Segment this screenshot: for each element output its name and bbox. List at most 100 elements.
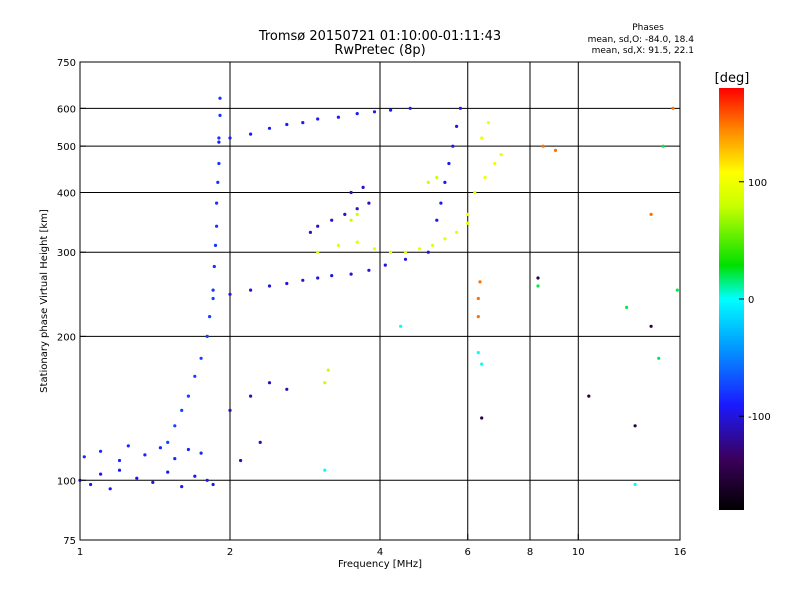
data-point [478,280,482,284]
stats-heading: Phases [632,23,664,33]
x-tick-label: 2 [227,547,233,558]
data-point [193,374,197,378]
data-point [451,144,455,148]
data-point [316,276,320,280]
data-point [99,449,103,453]
data-point [82,455,86,459]
data-point [383,263,387,267]
data-point [193,474,197,478]
data-point [499,153,503,157]
data-point [208,315,212,319]
data-point [285,387,289,391]
data-point [258,440,262,444]
data-point [249,394,253,398]
data-point [323,381,327,385]
data-point [480,362,484,366]
data-point [199,451,203,455]
data-point [455,124,459,128]
data-point [89,482,93,487]
data-point [316,250,320,254]
data-point [493,161,497,166]
data-point [326,368,330,372]
data-point [217,140,221,144]
data-point [180,408,184,412]
data-point [455,230,459,234]
x-tick-label: 16 [674,547,687,558]
data-point [216,180,220,184]
y-tick-label: 500 [57,142,76,153]
colorbar-tick-label: -100 [748,412,771,423]
data-point [480,136,484,140]
data-point [633,424,637,428]
y-tick-label: 750 [57,58,76,69]
data-point [211,482,215,487]
y-tick-label: 200 [57,332,76,343]
data-point [316,117,320,121]
data-point [249,132,253,136]
data-point [536,276,540,280]
data-point [308,230,312,234]
y-tick-label: 600 [57,104,76,115]
data-point [218,113,222,117]
data-point [173,457,177,461]
y-tick-label: 75 [63,536,76,547]
data-point [372,247,377,251]
data-point [536,284,540,288]
colorbar-ticks: 100 0 -100 [739,178,771,423]
gridlines [80,62,680,540]
data-point [466,221,470,225]
data-point [389,108,393,112]
stats-x-line: mean, sd,X: 91.5, 22.1 [592,46,694,56]
y-tick-label: 300 [57,248,76,259]
data-point [483,175,487,180]
data-point [458,106,462,110]
data-point [426,250,430,254]
data-point [323,468,327,472]
data-point [205,334,209,338]
data-point [403,250,408,254]
data-point [486,121,490,125]
data-point [117,468,122,472]
data-point [367,201,371,205]
data-point [267,284,272,288]
data-point [649,324,653,328]
chart-title: Tromsø 20150721 01:10:00-01:11:43 [258,29,501,44]
data-point [217,136,221,140]
data-point [476,315,480,319]
data-point [633,482,637,487]
plot-frame [79,61,681,541]
data-point [349,190,353,195]
data-point [349,272,353,276]
x-tick-label: 8 [527,547,533,558]
data-point [166,440,170,444]
data-point [553,148,558,152]
data-point [215,224,219,228]
data-point [367,268,371,272]
y-axis-label: Stationary phase Virtual Height [km] [39,209,50,393]
data-point [480,416,484,420]
data-point [249,288,253,292]
data-point [330,274,334,278]
data-point [361,185,365,189]
colorbar-label: [deg] [715,71,750,86]
data-point [180,485,184,489]
data-point [301,278,305,282]
x-tick-label: 10 [572,547,585,558]
y-tick-label: 100 [57,476,76,487]
x-axis-label: Frequency [MHz] [338,559,422,570]
data-point [476,351,480,355]
x-tick-label: 1 [77,547,83,558]
data-point [408,106,412,110]
data-point [336,115,340,119]
data-point [173,424,177,428]
data-point [675,288,679,292]
data-point [108,487,112,491]
data-point [435,218,439,222]
data-point [217,161,221,166]
data-points [78,96,679,491]
data-point [355,112,359,116]
data-point [205,478,209,482]
x-tick-label: 6 [465,547,471,558]
data-point [355,207,359,211]
data-point [218,96,222,100]
